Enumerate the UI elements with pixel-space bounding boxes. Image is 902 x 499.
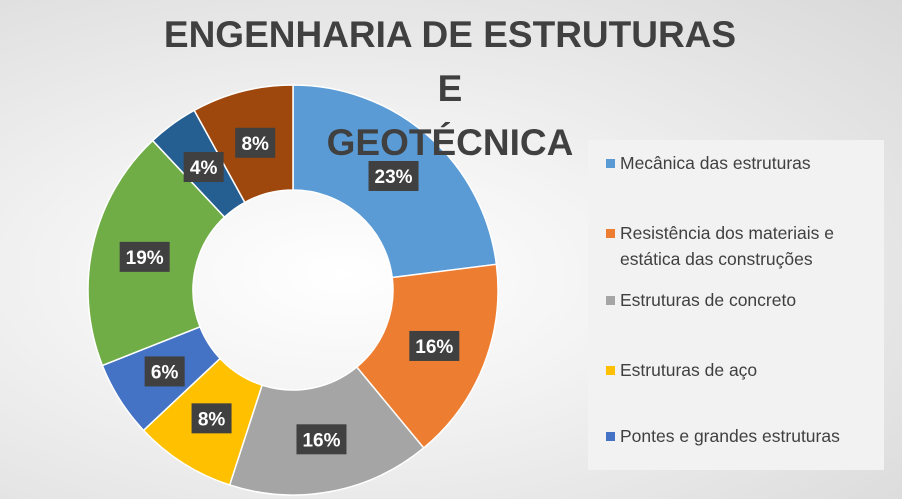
legend-swatch [606,432,615,441]
data-label-3: 8% [191,403,232,434]
legend-swatch [606,159,615,168]
data-label-2: 16% [296,424,347,455]
chart-title: ENGENHARIA DE ESTRUTURAS E GEOTÉCNICA [150,8,750,170]
data-label-box [368,160,419,191]
chart-title-line-1: ENGENHARIA DE ESTRUTURAS E [163,14,737,109]
data-label-box [119,241,170,272]
data-label-6: 4% [183,152,224,183]
data-label-1: 16% [409,330,460,361]
data-label-text: 23% [375,167,413,188]
legend-item-resistencia: Resistência dos materiais e estática das… [606,220,884,287]
data-label-text: 4% [190,158,218,179]
legend-swatch [606,229,615,238]
data-label-4: 6% [144,356,185,387]
legend-item-pontes: Pontes e grandes estruturas [606,423,884,449]
data-label-box [235,127,276,158]
legend-label: Resistência dos materiais e estática das… [620,223,834,269]
data-label-box [183,152,224,183]
legend-item-aco: Estruturas de aço [606,357,884,423]
legend-label: Estruturas de concreto [620,290,797,310]
data-label-text: 16% [302,430,340,451]
legend-label: Mecânica das estruturas [620,153,811,173]
data-label-box [296,424,347,455]
legend-item-concreto: Estruturas de concreto [606,287,884,357]
data-label-box [191,403,232,434]
data-label-0: 23% [368,160,419,191]
data-label-box [144,356,185,387]
legend-swatch [606,366,615,375]
data-label-text: 8% [241,134,269,155]
legend-label: Pontes e grandes estruturas [620,426,840,446]
legend-swatch [606,296,615,305]
data-label-text: 16% [415,337,453,358]
data-label-7: 8% [235,127,276,158]
data-label-text: 6% [151,362,179,383]
data-label-text: 19% [126,248,164,269]
data-label-text: 8% [198,409,226,430]
chart-legend: Mecânica das estruturas Resistência dos … [588,140,884,470]
legend-label: Estruturas de aço [620,360,758,380]
data-label-box [409,330,460,361]
legend-item-mecanica: Mecânica das estruturas [606,150,884,220]
chart-title-line-2: GEOTÉCNICA [326,122,574,163]
data-label-5: 19% [119,241,170,272]
